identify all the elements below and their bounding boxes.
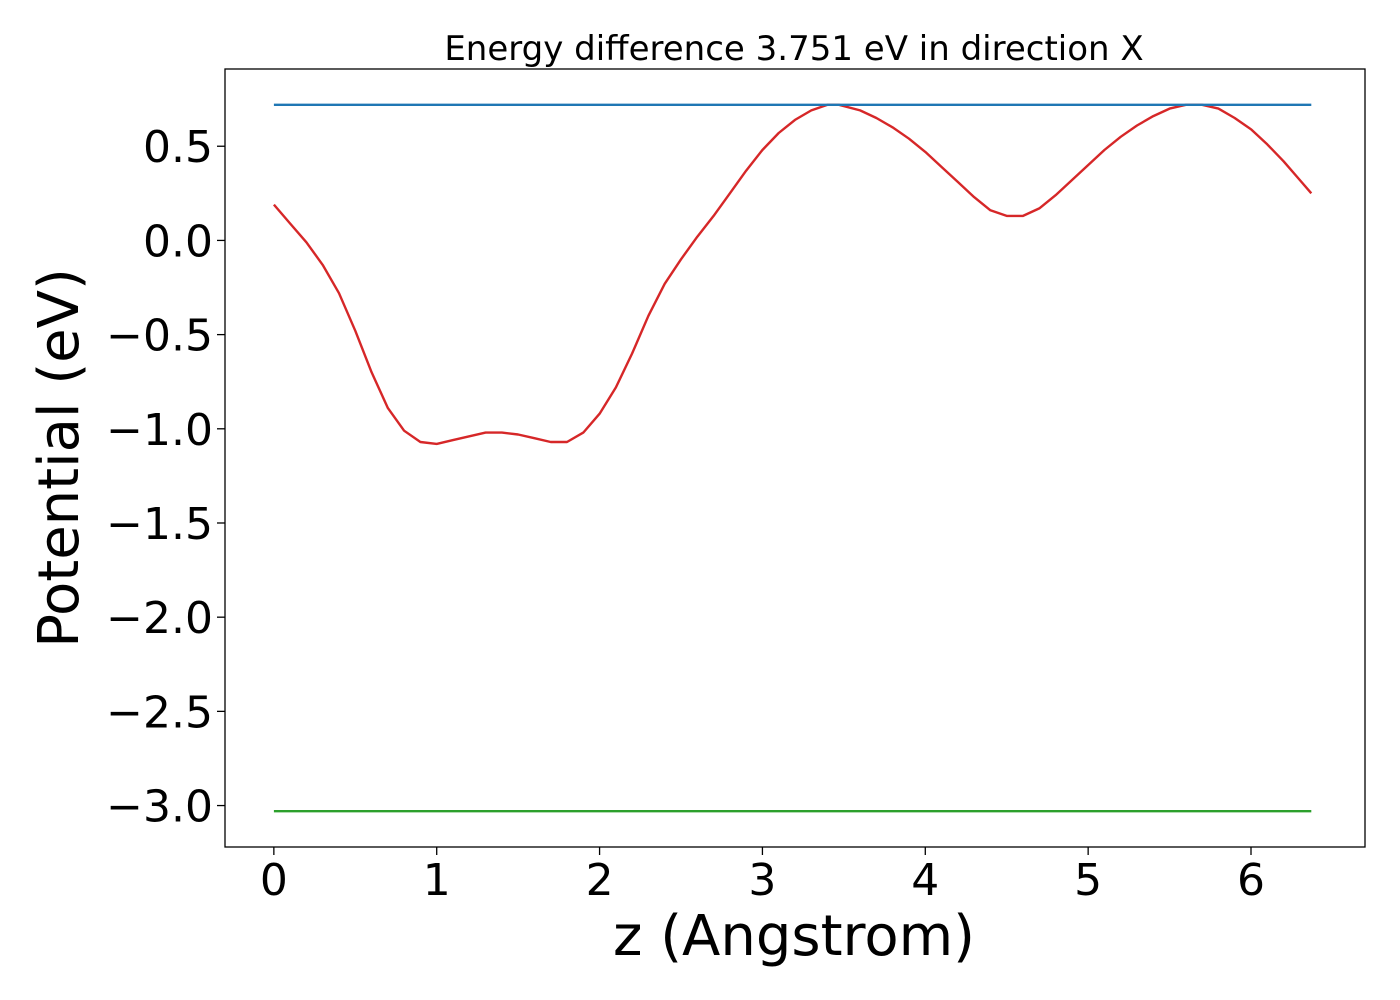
x-tick-label: 0: [260, 855, 288, 906]
x-tick-label: 2: [586, 855, 614, 906]
y-tick-label: −2.0: [106, 593, 213, 644]
x-axis-label: z (Angstrom): [613, 904, 975, 969]
plot-area: [224, 68, 1366, 848]
y-tick-label: −3.0: [106, 782, 213, 833]
chart-title: Energy difference 3.751 eV in direction …: [444, 29, 1143, 69]
series-line-0: [272, 103, 1313, 446]
x-tick-label: 5: [1074, 855, 1102, 906]
y-tick-label: −2.5: [106, 687, 213, 738]
y-tick-label: −0.5: [106, 311, 213, 362]
y-tick-label: 0.0: [143, 216, 213, 267]
series-layer: [272, 103, 1313, 813]
x-tick-label: 4: [911, 855, 939, 906]
y-tick-label: −1.0: [106, 405, 213, 456]
y-tick-label: 0.5: [143, 122, 213, 173]
x-tick-label: 3: [748, 855, 776, 906]
x-axis-ticks: 0 1 2 3 4 5 6: [260, 847, 1265, 906]
y-axis-label: Potential (eV): [27, 268, 92, 648]
x-tick-label: 6: [1237, 855, 1265, 906]
y-axis-ticks: 0.5 0.0 −0.5 −1.0 −1.5 −2.0 −2.5 −3.0: [106, 122, 225, 833]
y-tick-label: −1.5: [106, 499, 213, 550]
x-tick-label: 1: [423, 855, 451, 906]
